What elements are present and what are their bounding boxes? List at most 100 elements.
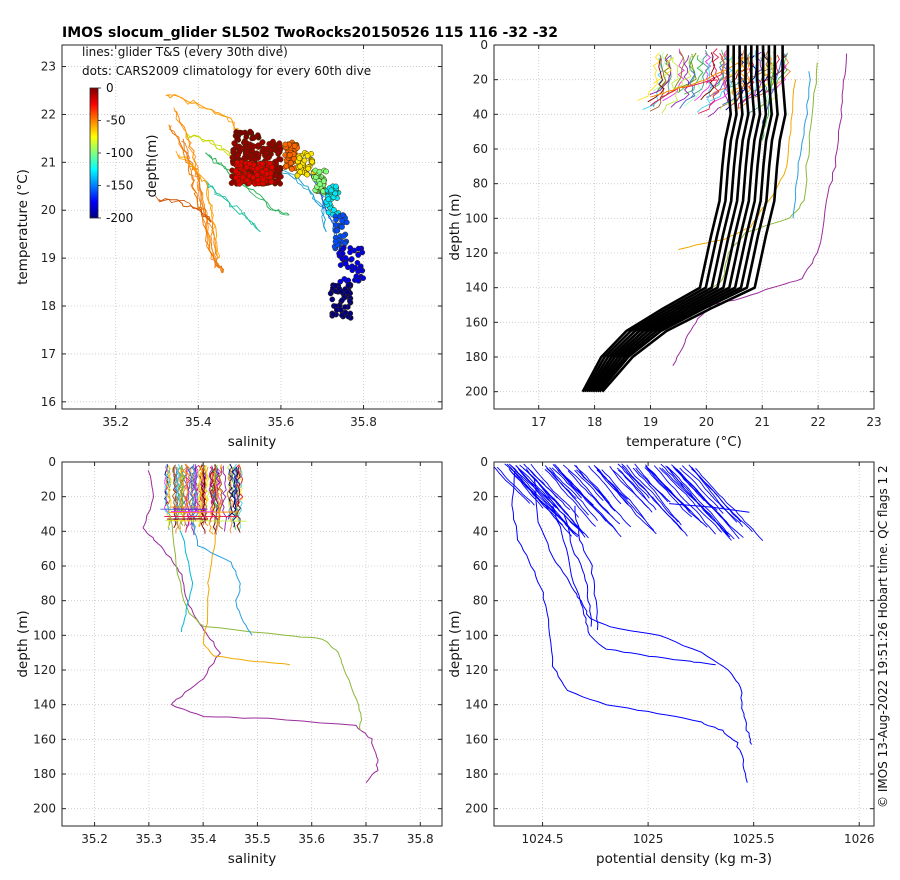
ts-xtick-label: 35.6: [268, 415, 295, 429]
climatology-dot: [286, 152, 293, 158]
glider-density-profile: [506, 463, 564, 526]
glider-temperature-profile: [667, 50, 685, 95]
temp-ytick-label: 40: [473, 107, 488, 121]
glider-density-profile: [669, 503, 750, 513]
glider-ts-line: [181, 140, 224, 273]
climatology-dot: [339, 217, 345, 224]
dens-ytick-label: 200: [465, 802, 488, 816]
glider-ts-line: [166, 94, 240, 134]
temp-xtick-label: 21: [755, 415, 770, 429]
glider-density-profile: [533, 479, 753, 745]
glider-temperature-profile: [642, 57, 664, 111]
glider-temperature-profile: [679, 56, 696, 110]
glider-density-profile: [557, 469, 617, 531]
climatology-dot: [360, 275, 367, 282]
ts-ytick-label: 23: [41, 60, 56, 74]
dens-ytick-label: 80: [473, 594, 488, 608]
glider-temperature-profile: [661, 57, 679, 114]
glider-density-profile: [574, 505, 599, 631]
temp-xtick-label: 23: [866, 415, 881, 429]
glider-density-profile: [552, 505, 716, 666]
glider-salinity-profile: [191, 522, 253, 636]
sal-xtick-label: 35.2: [81, 832, 108, 846]
glider-salinity-profile: [174, 467, 180, 534]
ts-xlabel: salinity: [228, 434, 276, 450]
climatology-dot: [251, 143, 257, 150]
glider-temperature-profile: [761, 70, 775, 141]
glider-salinity-profile: [221, 465, 227, 532]
glider-salinity-profile: [166, 465, 172, 528]
climatology-dot: [332, 222, 339, 228]
temp-xtick-label: 17: [531, 415, 546, 429]
climatology-dot: [331, 206, 337, 213]
glider-salinity-profile: [174, 463, 181, 503]
glider-temperature-profile: [690, 49, 709, 99]
sal-ytick-label: 40: [41, 524, 56, 538]
climatology-dot: [340, 233, 347, 239]
glider-salinity-profile: [165, 466, 171, 509]
dens-xtick-label: 1025: [633, 832, 664, 846]
climatology-dot: [355, 277, 361, 284]
glider-density-profile: [621, 463, 688, 537]
climatology-dot: [345, 282, 352, 289]
glider-density-profile: [597, 468, 657, 535]
climatology-dot: [246, 160, 253, 167]
sal-ytick-label: 80: [41, 594, 56, 608]
copyright-note: © IMOS 13-Aug-2022 19:51:26 Hobart time.…: [876, 465, 890, 808]
glider-salinity-profile: [238, 465, 244, 501]
glider-salinity-profile: [203, 465, 209, 504]
glider-ts-line: [169, 125, 224, 274]
climatology-dot: [269, 141, 276, 148]
glider-density-profile: [494, 466, 531, 504]
temp-xtick-label: 18: [587, 415, 602, 429]
glider-ts-line: [165, 93, 240, 134]
glider-density-profile: [617, 463, 650, 499]
glider-temperature-profile: [650, 62, 740, 98]
climatology-dot: [234, 136, 241, 143]
climatology-dot: [347, 249, 353, 256]
glider-temperature-profile: [725, 53, 746, 111]
climatology-dot: [269, 164, 275, 171]
climatology-dot: [332, 183, 339, 190]
glider-salinity-profile: [169, 514, 363, 731]
figure-title: IMOS slocum_glider SL502 TwoRocks2015052…: [62, 25, 558, 41]
glider-density-profile: [601, 469, 655, 531]
colorbar-label: depth(m): [144, 135, 160, 198]
glider-salinity-profile: [227, 468, 233, 507]
climatology-temperature-profile: [596, 45, 774, 393]
glider-temperature-profile: [792, 71, 811, 219]
temp-ytick-label: 80: [473, 177, 488, 191]
glider-salinity-profile: [142, 470, 379, 784]
glider-density-profile: [511, 469, 558, 516]
temp-xtick-label: 20: [699, 415, 714, 429]
climatology-dot: [316, 168, 323, 175]
glider-temperature-profile: [650, 79, 718, 107]
glider-density-profile: [509, 469, 544, 509]
climatology-temperature-profile: [592, 45, 762, 393]
legend-lines-note: lines: glider T&S (every 30th dive): [82, 45, 288, 59]
glider-density-profile: [616, 467, 657, 511]
glider-temperature-profile: [773, 58, 791, 89]
climatology-temperature-profile: [585, 45, 744, 393]
climatology-temperature-profile: [587, 45, 750, 393]
temp-ytick-label: 200: [465, 385, 488, 399]
legend-dots-note: dots: CARS2009 climatology for every 60t…: [82, 64, 371, 78]
glider-salinity-profile: [208, 465, 214, 504]
ts-ytick-label: 16: [41, 395, 56, 409]
ts-ylabel: temperature (°C): [15, 169, 31, 285]
glider-density-profile: [562, 464, 614, 519]
climatology-dot: [247, 152, 254, 158]
temp-ylabel: depth (m): [447, 193, 463, 260]
ts-ytick-label: 19: [41, 251, 56, 265]
glider-temperature-profile: [719, 49, 736, 110]
climatology-dot: [317, 181, 323, 187]
climatology-dot: [342, 255, 349, 261]
glider-density-profile: [621, 465, 684, 531]
climatology-dot: [301, 157, 308, 164]
sal-xtick-label: 35.3: [135, 832, 162, 846]
sal-xtick-label: 35.7: [353, 832, 380, 846]
glider-temperature-profile: [696, 56, 713, 113]
sal-xlabel: salinity: [228, 851, 276, 867]
climatology-dot: [344, 289, 351, 296]
dens-ytick-label: 40: [473, 524, 488, 538]
